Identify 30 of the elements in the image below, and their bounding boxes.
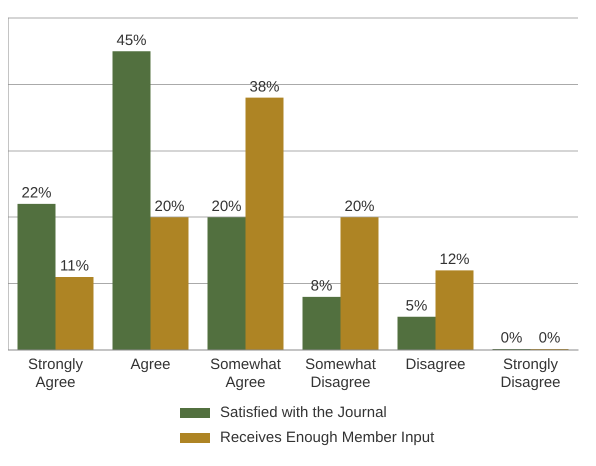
legend-label: Receives Enough Member Input <box>220 429 434 446</box>
bar <box>436 270 474 350</box>
data-label: 0% <box>500 330 522 347</box>
bar <box>208 217 246 350</box>
data-label: 11% <box>60 258 89 275</box>
legend-label: Satisfied with the Journal <box>220 404 387 421</box>
data-label: 8% <box>310 278 332 295</box>
bar <box>150 217 188 350</box>
data-label: 20% <box>344 198 375 215</box>
x-tick-label: Agree <box>130 356 171 374</box>
bar <box>398 316 436 350</box>
bar <box>302 296 340 350</box>
data-label: 12% <box>439 250 470 268</box>
data-label: 20% <box>154 198 185 215</box>
x-tick-label: Somewhat Agree <box>210 356 282 392</box>
data-label: 38% <box>249 78 280 96</box>
bar <box>246 98 284 350</box>
data-label: 0% <box>538 330 560 347</box>
bar <box>56 276 94 350</box>
data-label: 22% <box>21 184 52 202</box>
x-tick-label: Somewhat Disagree <box>305 356 377 392</box>
x-tick-label: Strongly Disagree <box>500 356 561 392</box>
x-tick-label: Disagree <box>405 356 466 374</box>
x-tick-label: Strongly Agree <box>28 356 84 392</box>
data-label: 45% <box>116 32 147 49</box>
bar <box>18 204 56 350</box>
bar <box>340 217 378 350</box>
data-label: 20% <box>211 198 242 215</box>
data-label: 5% <box>406 297 428 314</box>
bar <box>112 51 150 350</box>
